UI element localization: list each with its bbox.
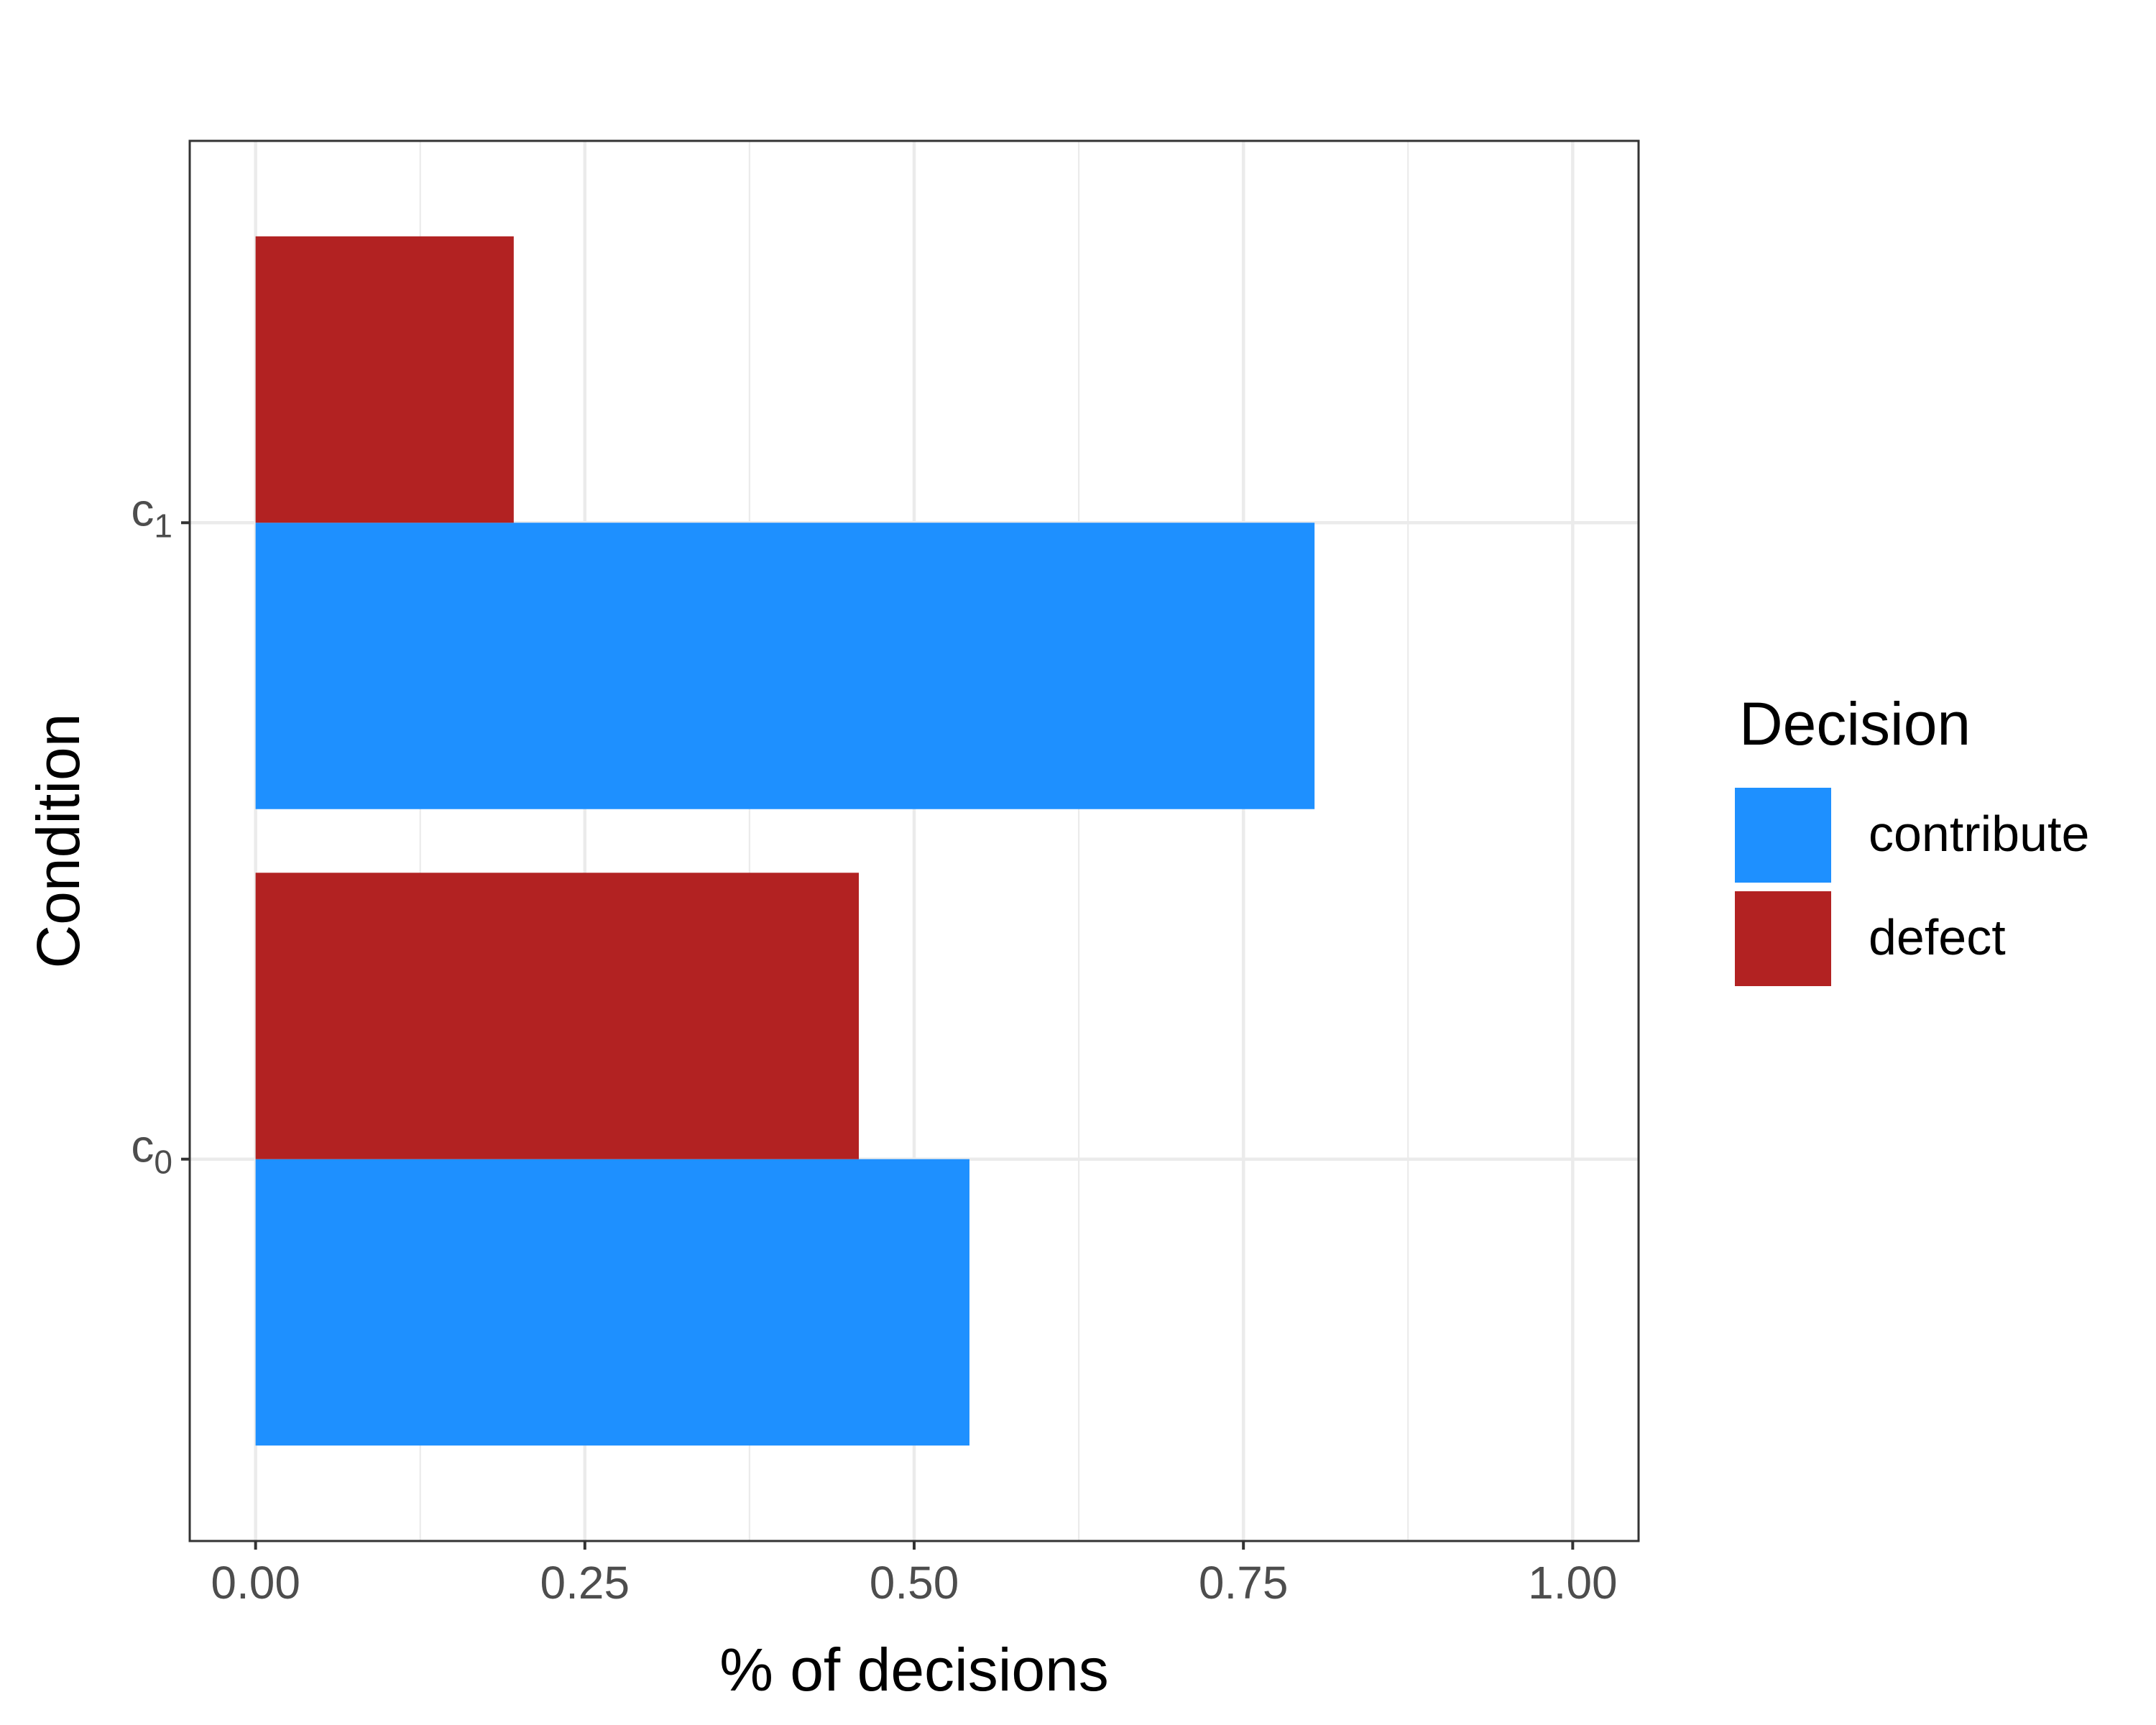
legend-items: contribute defect — [1735, 788, 2089, 986]
legend: Decision contribute defect — [1735, 690, 2089, 986]
legend-key-defect — [1735, 891, 1831, 986]
legend-label-defect: defect — [1869, 909, 2006, 965]
x-tick-label: 0.75 — [1199, 1557, 1289, 1609]
y-tick-label: c0 — [131, 1121, 172, 1181]
x-tick-label: 0.25 — [540, 1557, 630, 1609]
x-tick-label: 0.50 — [870, 1557, 959, 1609]
y-axis-title: Condition — [24, 714, 92, 969]
legend-title: Decision — [1739, 690, 1971, 758]
bar-contribute-c0 — [255, 1159, 969, 1446]
x-axis-ticks: 0.00 0.25 0.50 0.75 1.00 — [211, 1541, 1618, 1609]
x-axis-title: % of decisions — [719, 1636, 1109, 1703]
bar-defect-c0 — [255, 873, 860, 1159]
legend-key-contribute — [1735, 788, 1831, 883]
bars — [255, 236, 1315, 1446]
x-tick-label: 1.00 — [1528, 1557, 1618, 1609]
x-tick-label: 0.00 — [211, 1557, 300, 1609]
y-tick-label: c1 — [131, 484, 172, 544]
y-axis-ticks: c0 c1 — [131, 484, 190, 1181]
bar-contribute-c1 — [255, 523, 1315, 809]
legend-label-contribute: contribute — [1869, 806, 2089, 862]
bar-defect-c1 — [255, 236, 514, 523]
